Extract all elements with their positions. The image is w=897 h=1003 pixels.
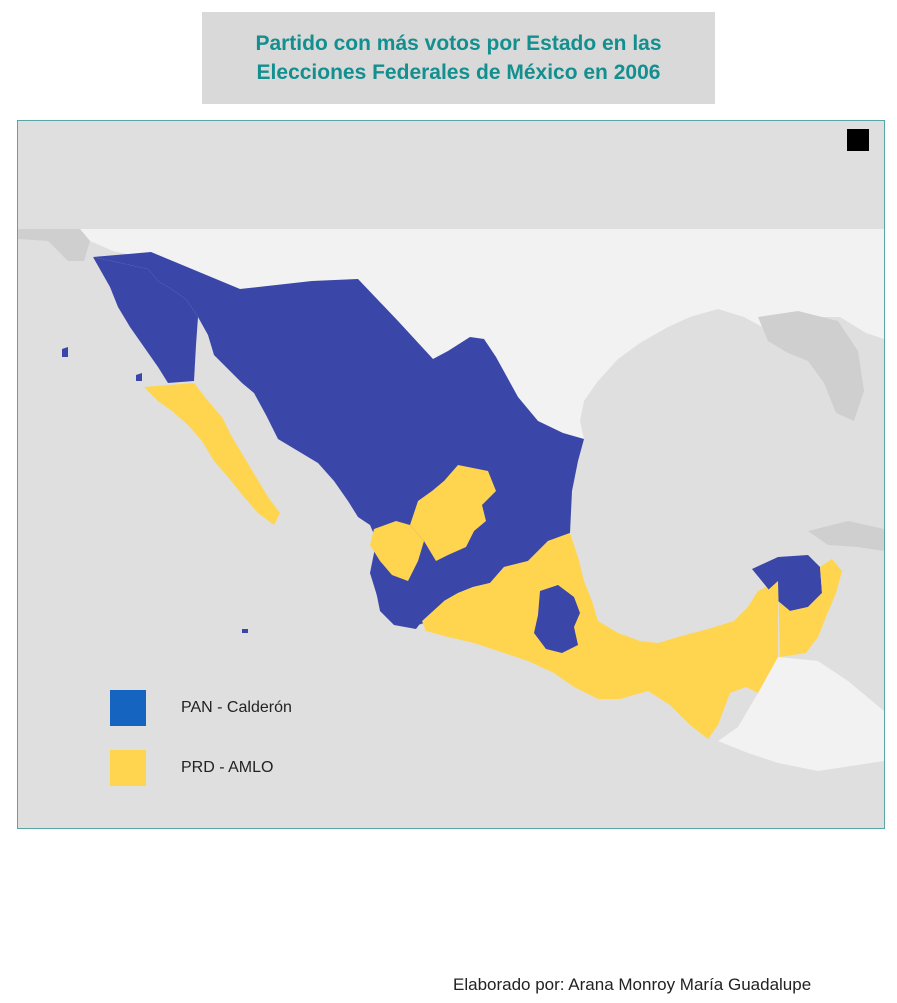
usa-landmass <box>80 229 884 439</box>
mexico-prd-west <box>370 521 424 581</box>
legend-swatch-pan <box>110 690 146 726</box>
fullscreen-button[interactable] <box>847 129 869 151</box>
legend-label-prd: PRD - AMLO <box>181 759 274 776</box>
map-title-line-2: Elecciones Federales de México en 2006 <box>256 61 661 84</box>
pacific-gray <box>18 229 90 261</box>
title-box: Partido con más votos por Estado en las … <box>202 12 715 104</box>
map-frame[interactable]: PAN - Calderón PRD - AMLO <box>17 120 885 829</box>
baja-california-sur <box>144 383 280 525</box>
map-title-line-1: Partido con más votos por Estado en las <box>255 32 662 55</box>
legend-swatch-prd <box>110 750 146 786</box>
island-3 <box>242 629 248 633</box>
island-2 <box>136 373 142 381</box>
mexico-pan-center <box>534 585 580 653</box>
author-credit: Elaborado por: Arana Monroy María Guadal… <box>453 975 812 994</box>
yucatan-prd <box>734 559 842 657</box>
florida-peninsula <box>758 311 864 421</box>
legend-item-pan: PAN - Calderón <box>110 690 292 726</box>
mexico-prd-center-north <box>410 465 496 561</box>
mexico-map <box>18 229 884 771</box>
baja-california-north <box>93 257 198 383</box>
mexico-pan-southwest <box>374 581 444 629</box>
mexico-prd-south <box>422 533 778 739</box>
yucatan-pan <box>752 555 822 611</box>
cuba-island <box>808 521 884 551</box>
central-america <box>718 657 884 771</box>
legend-item-prd: PRD - AMLO <box>110 750 273 786</box>
island-1 <box>62 347 68 357</box>
legend-label-pan: PAN - Calderón <box>181 699 292 716</box>
